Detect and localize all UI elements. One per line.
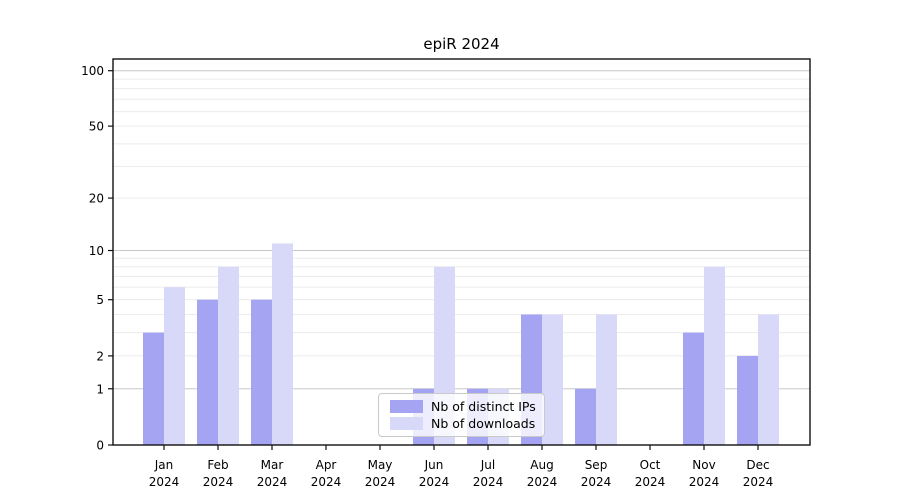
- legend-label-distinct-ips: Nb of distinct IPs: [431, 399, 536, 414]
- bar-downloads-nov: [704, 266, 725, 445]
- x-tick-label-month: Jan: [154, 458, 174, 472]
- x-tick-label-month: Jun: [424, 458, 444, 472]
- y-tick-label: 2: [96, 349, 104, 363]
- bar-downloads-jan: [164, 287, 185, 445]
- x-tick-label-month: Apr: [316, 458, 337, 472]
- x-tick-label-month: Jul: [480, 458, 495, 472]
- x-tick-label-year: 2024: [311, 475, 342, 489]
- x-tick-label-year: 2024: [203, 475, 234, 489]
- x-tick-label-month: Sep: [585, 458, 608, 472]
- y-tick-label: 20: [89, 192, 104, 206]
- x-tick-label-year: 2024: [473, 475, 504, 489]
- x-tick-label-month: Dec: [746, 458, 769, 472]
- x-tick-label-year: 2024: [365, 475, 396, 489]
- x-tick-label-year: 2024: [149, 475, 180, 489]
- plot-border: [112, 58, 811, 446]
- legend-swatch-distinct-ips: [390, 400, 423, 413]
- y-tick-label: 100: [81, 64, 104, 78]
- x-tick-label-month: Oct: [640, 458, 661, 472]
- bar-downloads-mar: [272, 243, 293, 445]
- bar-distinct-ips-mar: [251, 299, 272, 445]
- x-tick-label-month: Mar: [261, 458, 284, 472]
- bar-distinct-ips-sep: [575, 388, 596, 445]
- legend-swatch-downloads: [390, 417, 423, 430]
- x-tick-label-year: 2024: [743, 475, 774, 489]
- y-tick-label: 1: [96, 382, 104, 396]
- x-tick-label-month: Feb: [207, 458, 228, 472]
- legend: Nb of distinct IPs Nb of downloads: [378, 393, 545, 437]
- legend-item-distinct-ips: Nb of distinct IPs: [390, 399, 536, 414]
- bar-downloads-dec: [758, 314, 779, 445]
- y-tick-label: 50: [89, 120, 104, 134]
- bar-distinct-ips-jan: [143, 332, 164, 445]
- y-tick-label: 10: [89, 244, 104, 258]
- y-tick-label: 0: [96, 439, 104, 453]
- bar-downloads-sep: [596, 314, 617, 445]
- bar-downloads-feb: [218, 266, 239, 445]
- x-tick-label-year: 2024: [581, 475, 612, 489]
- legend-label-downloads: Nb of downloads: [431, 416, 536, 431]
- bar-distinct-ips-feb: [197, 299, 218, 445]
- bar-distinct-ips-nov: [683, 332, 704, 445]
- x-tick-label-year: 2024: [689, 475, 720, 489]
- x-tick-label-month: May: [368, 458, 393, 472]
- x-tick-label-month: Aug: [530, 458, 553, 472]
- y-tick-label: 5: [96, 293, 104, 307]
- x-tick-label-year: 2024: [635, 475, 666, 489]
- x-tick-label-year: 2024: [419, 475, 450, 489]
- x-tick-label-year: 2024: [257, 475, 288, 489]
- chart-title: epiR 2024: [423, 35, 500, 53]
- x-tick-label-year: 2024: [527, 475, 558, 489]
- x-tick-label-month: Nov: [692, 458, 715, 472]
- bar-distinct-ips-dec: [737, 355, 758, 445]
- legend-item-downloads: Nb of downloads: [390, 416, 536, 431]
- bar-downloads-aug: [542, 314, 563, 445]
